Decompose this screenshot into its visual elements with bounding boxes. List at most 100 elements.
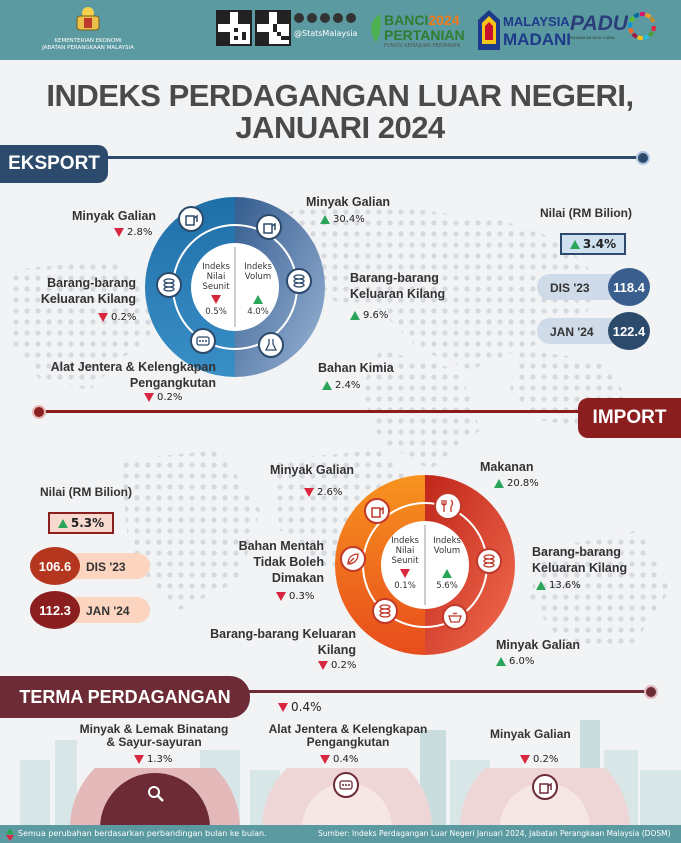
- pump-icon: [532, 774, 558, 800]
- up-arrow-icon: [442, 569, 452, 578]
- up-arrow-icon: [320, 215, 330, 224]
- eksport-nilai-change: 3.4%: [560, 233, 626, 255]
- import-banner: IMPORT: [578, 398, 681, 438]
- barrel-stack-icon: [476, 548, 502, 574]
- import-indeks-nilai-seunit: Indeks Nilai Seunit 0.1%: [391, 536, 419, 591]
- up-arrow-icon: [569, 239, 580, 249]
- terma-item-alat-jentera: Alat Jentera & Kelengkapan Pengangkutan: [268, 722, 428, 749]
- import-dis-value: 106.6: [30, 547, 80, 585]
- qr-code-icon[interactable]: [216, 10, 252, 46]
- eksport-item-value: 2.8%: [114, 227, 152, 238]
- eksport-item-value: 2.4%: [322, 380, 360, 391]
- banci-pertanian-logo: BANCI2024 PERTANIAN FUNGSI KEMAJUAN PERT…: [368, 10, 472, 54]
- leaf-icon: [371, 14, 381, 42]
- eksport-item-bahan-kimia: Bahan Kimia: [318, 361, 394, 375]
- eksport-item-value: 30.4%: [320, 214, 365, 225]
- madani-line2: MADANI: [503, 30, 571, 49]
- page-title: INDEKS PERDAGANGAN LUAR NEGERI, JANUARI …: [40, 80, 640, 144]
- up-arrow-icon: [253, 295, 263, 304]
- banci-tagline: FUNGSI KEMAJUAN PERTANIAN: [384, 43, 461, 49]
- terma-item-value: 1.3%: [134, 754, 172, 765]
- import-item-bahan-mentah: Bahan Mentah Tidak Boleh Dimakan: [238, 539, 324, 585]
- import-item-value: 0.2%: [318, 660, 356, 671]
- barrel-stack-icon: [286, 268, 312, 294]
- terma-banner: TERMA PERDAGANGAN: [0, 676, 250, 718]
- footer-arrows-icon: [6, 828, 14, 841]
- import-item-makanan: Makanan: [480, 460, 534, 474]
- barrel-stack-icon: [372, 598, 398, 624]
- eksport-item-minyak-galian-left: Minyak Galian: [72, 209, 157, 223]
- world-map-background: [10, 200, 670, 650]
- down-arrow-icon: [144, 393, 154, 402]
- eksport-nilai-label: Nilai (RM Bilion): [540, 206, 632, 220]
- down-arrow-icon: [211, 295, 221, 304]
- ministry-line1: KEMENTERIAN EKONOMI: [54, 38, 122, 44]
- eksport-indeks-nilai-seunit: Indeks Nilai Seunit 0.5%: [202, 262, 230, 317]
- social-media-icons[interactable]: [294, 13, 364, 27]
- terma-divider: [246, 690, 648, 693]
- import-item-value: 20.8%: [494, 478, 539, 489]
- import-jan-label: JAN '24: [86, 604, 130, 618]
- eksport-item-alat-jentera: Alat Jentera & Kelengkapan Pengangkutan: [50, 360, 216, 390]
- import-item-value: 13.6%: [536, 580, 581, 591]
- import-divider-end: [32, 405, 46, 419]
- eksport-item-value: 0.2%: [98, 312, 136, 323]
- import-item-minyak-galian-left: Minyak Galian: [270, 463, 355, 477]
- leaf-icon: [340, 546, 366, 572]
- up-arrow-icon: [322, 381, 332, 390]
- terma-arc-1: [70, 768, 240, 828]
- import-item-value: 0.3%: [276, 591, 314, 602]
- eksport-jan-label: JAN '24: [550, 325, 594, 339]
- pump-icon: [364, 498, 390, 524]
- up-arrow-icon: [350, 311, 360, 320]
- down-arrow-icon: [276, 592, 286, 601]
- terma-item-value: 0.4%: [320, 754, 358, 765]
- title-line1: INDEKS PERDAGANGAN LUAR NEGERI,: [46, 78, 634, 113]
- footer-source: Sumber: Indeks Perdagangan Luar Negeri J…: [318, 829, 671, 838]
- footer-bar: [0, 825, 681, 843]
- coat-of-arms-icon: [76, 7, 100, 31]
- qr-code-icon[interactable]: [255, 10, 291, 46]
- eksport-divider: [108, 156, 640, 159]
- import-divider: [38, 410, 578, 413]
- down-arrow-icon: [318, 661, 328, 670]
- down-arrow-icon: [400, 569, 410, 578]
- down-arrow-icon: [304, 488, 314, 497]
- malaysia-madani-logo: MALAYSIA MADANI: [478, 10, 571, 54]
- eksport-item-barang-keluaran-right: Barang-barang Keluaran Kilang: [350, 271, 446, 301]
- ministry-line2: JABATAN PERANGKAAN MALAYSIA: [42, 45, 134, 51]
- eksport-item-barang-keluaran-left: Barang-barang Keluaran Kilang: [40, 276, 136, 306]
- import-item-value: 6.0%: [496, 656, 534, 667]
- terma-item-value: 0.2%: [520, 754, 558, 765]
- up-arrow-icon: [496, 657, 506, 666]
- padu-text: PADU: [570, 12, 628, 35]
- terma-change: 0.4%: [278, 700, 322, 714]
- barrel-stack-icon: [156, 272, 182, 298]
- import-dis-label: DIS '23: [86, 560, 126, 574]
- down-arrow-icon: [98, 313, 108, 322]
- down-arrow-icon: [520, 755, 530, 764]
- up-arrow-icon: [494, 479, 504, 488]
- banci-year: 2024: [428, 12, 460, 28]
- footer-note: Semua perubahan berdasarkan perbandingan…: [18, 829, 267, 838]
- eksport-indeks-volum: Indeks Volum 4.0%: [244, 262, 272, 317]
- eksport-banner: EKSPORT: [0, 145, 108, 183]
- madani-emblem-icon: [478, 10, 500, 50]
- gauge-icon: [333, 772, 359, 798]
- eksport-divider-end: [636, 151, 650, 165]
- magnifier-oil-icon: [142, 780, 170, 808]
- banci-line1: BANCI: [384, 12, 429, 28]
- down-arrow-icon: [134, 755, 144, 764]
- eksport-dis-label: DIS '23: [550, 281, 590, 295]
- pump-icon: [256, 214, 282, 240]
- terma-divider-end: [644, 685, 658, 699]
- import-item-value: 2.6%: [304, 487, 342, 498]
- header-bar: [0, 0, 681, 60]
- import-nilai-change: 5.3%: [48, 512, 114, 534]
- eksport-item-value: 9.6%: [350, 310, 388, 321]
- eksport-item-minyak-galian-right: Minyak Galian: [306, 195, 391, 209]
- up-arrow-icon: [57, 518, 68, 528]
- import-item-barang-keluaran-left: Barang-barang Keluaran Kilang: [210, 627, 356, 657]
- import-nilai-label: Nilai (RM Bilion): [40, 485, 132, 499]
